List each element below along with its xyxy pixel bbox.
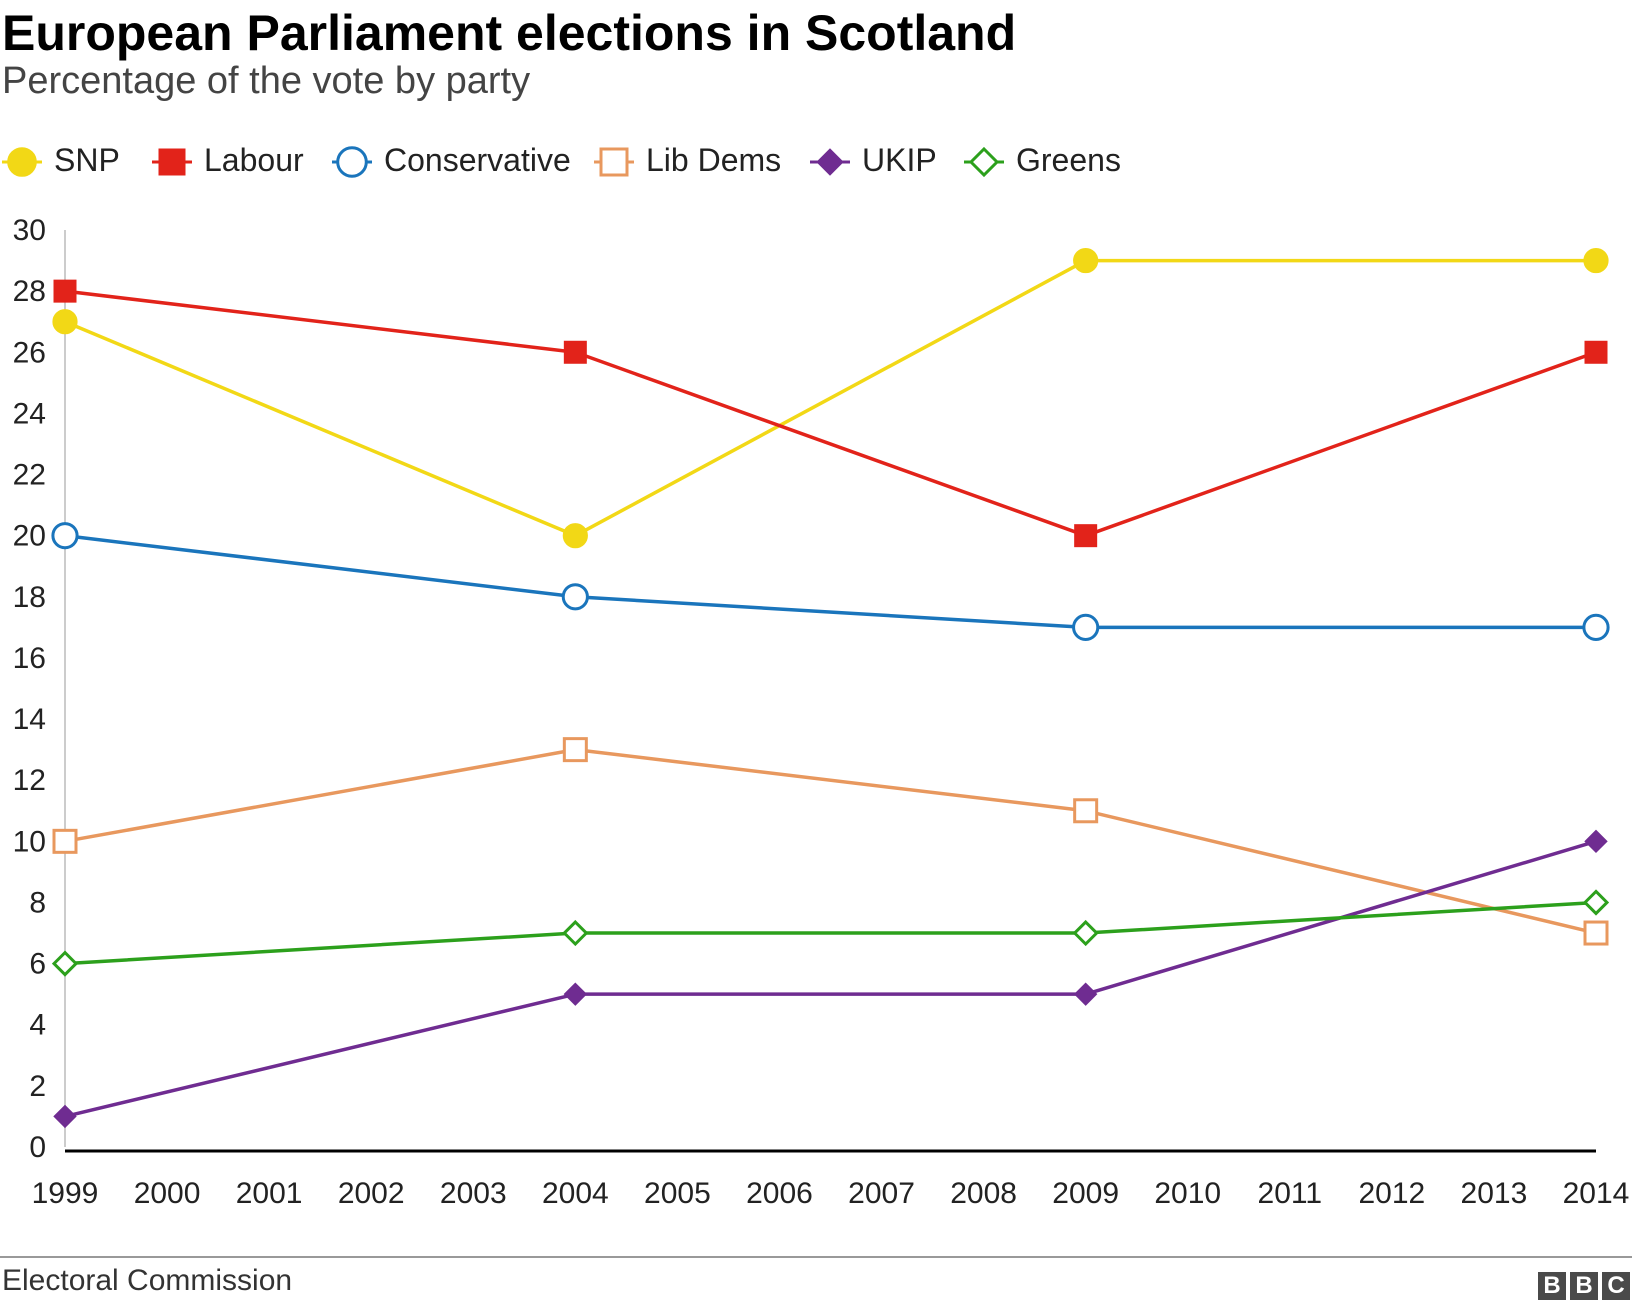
data-point-snp [1073, 247, 1099, 274]
legend-marker [7, 147, 37, 177]
series-line-ukip [64, 839, 1597, 1119]
x-tick-label: 2011 [1258, 1177, 1323, 1205]
x-tick-label: 2005 [644, 1177, 711, 1205]
y-tick-label: 6 [29, 948, 46, 981]
x-tick-label: 2008 [950, 1177, 1017, 1205]
data-point-ukip [1584, 829, 1608, 854]
data-point-greens [51, 950, 79, 977]
y-tick-label: 30 [13, 214, 46, 247]
x-tick-label: 2001 [236, 1177, 303, 1205]
x-tick-label: 1999 [32, 1177, 99, 1205]
data-point-conservative [1072, 613, 1100, 641]
y-tick-label: 26 [13, 336, 46, 369]
y-tick-label: 18 [13, 581, 46, 614]
data-point-labour [1074, 524, 1098, 548]
series-line-greens [64, 900, 1597, 966]
x-tick-label: 2000 [134, 1177, 201, 1205]
legend-swatch [964, 146, 1004, 178]
x-tick-label: 2004 [542, 1177, 609, 1205]
y-tick-label: 16 [13, 642, 46, 675]
legend-swatch [2, 147, 42, 177]
y-tick-label: 4 [29, 1009, 46, 1042]
data-point-conservative [1582, 613, 1610, 641]
y-tick-label: 20 [13, 520, 46, 553]
legend-swatch [594, 147, 634, 177]
data-point-labour [563, 340, 587, 364]
data-point-ukip [53, 1104, 77, 1129]
legend-swatch [152, 148, 192, 176]
data-point-ukip [563, 982, 588, 1006]
logo-letter: B [1538, 1272, 1566, 1300]
legend-marker [336, 146, 368, 178]
y-tick-label: 22 [13, 459, 46, 492]
bbc-logo: B B C [1538, 1272, 1630, 1300]
data-point-greens [1072, 919, 1099, 947]
x-tick-label: 2012 [1358, 1177, 1425, 1205]
series-line-lib-dems [64, 747, 1597, 935]
legend-marker [599, 147, 629, 177]
data-point-greens [1582, 889, 1610, 916]
legend-label: UKIP [862, 142, 937, 178]
chart-title: European Parliament elections in Scotlan… [2, 5, 1017, 61]
data-point-snp [52, 309, 78, 335]
legend-marker [158, 148, 186, 176]
legend-label: SNP [54, 142, 120, 178]
data-point-lib-dems [562, 737, 588, 763]
legend-label: Conservative [384, 142, 571, 178]
footer-divider [0, 1256, 1632, 1258]
x-tick-label: 2009 [1052, 1177, 1119, 1205]
series-line-labour [64, 289, 1597, 538]
x-tick-label: 2013 [1461, 1177, 1528, 1205]
logo-letter: C [1602, 1272, 1630, 1300]
x-tick-label: 2014 [1563, 1177, 1630, 1205]
data-point-lib-dems [1583, 920, 1609, 946]
data-point-conservative [51, 522, 79, 550]
data-point-lib-dems [52, 828, 78, 854]
data-point-labour [1584, 340, 1608, 364]
data-point-greens [562, 919, 589, 947]
data-point-lib-dems [1073, 798, 1099, 824]
data-point-ukip [1073, 982, 1098, 1006]
y-tick-label: 8 [29, 886, 46, 919]
x-tick-label: 2007 [848, 1177, 915, 1205]
series-line-conservative [64, 533, 1596, 630]
y-tick-label: 14 [13, 703, 46, 736]
legend-label: Lib Dems [646, 142, 782, 178]
data-point-conservative [561, 583, 589, 611]
logo-letter: B [1570, 1272, 1598, 1300]
data-point-snp [562, 523, 588, 549]
data-point-labour [53, 279, 77, 303]
x-tick-label: 2010 [1154, 1177, 1221, 1205]
legend-swatch [332, 146, 372, 178]
data-point-snp [1583, 247, 1609, 274]
y-tick-label: 2 [29, 1070, 46, 1103]
legend-label: Labour [204, 142, 304, 178]
y-tick-label: 24 [13, 397, 46, 430]
series-line-snp [64, 258, 1596, 538]
legend-label: Greens [1016, 142, 1121, 178]
x-tick-label: 2002 [338, 1177, 405, 1205]
y-tick-label: 0 [29, 1131, 46, 1164]
legend-marker [816, 148, 844, 176]
x-tick-label: 2006 [746, 1177, 813, 1205]
y-tick-label: 10 [13, 825, 46, 858]
chart-subtitle: Percentage of the vote by party [2, 60, 531, 102]
legend-swatch [810, 148, 850, 176]
y-tick-label: 28 [13, 275, 46, 308]
legend-marker [968, 146, 1000, 178]
x-tick-label: 2003 [440, 1177, 507, 1205]
source-note: Electoral Commission [2, 1264, 293, 1297]
y-tick-label: 12 [13, 764, 46, 797]
